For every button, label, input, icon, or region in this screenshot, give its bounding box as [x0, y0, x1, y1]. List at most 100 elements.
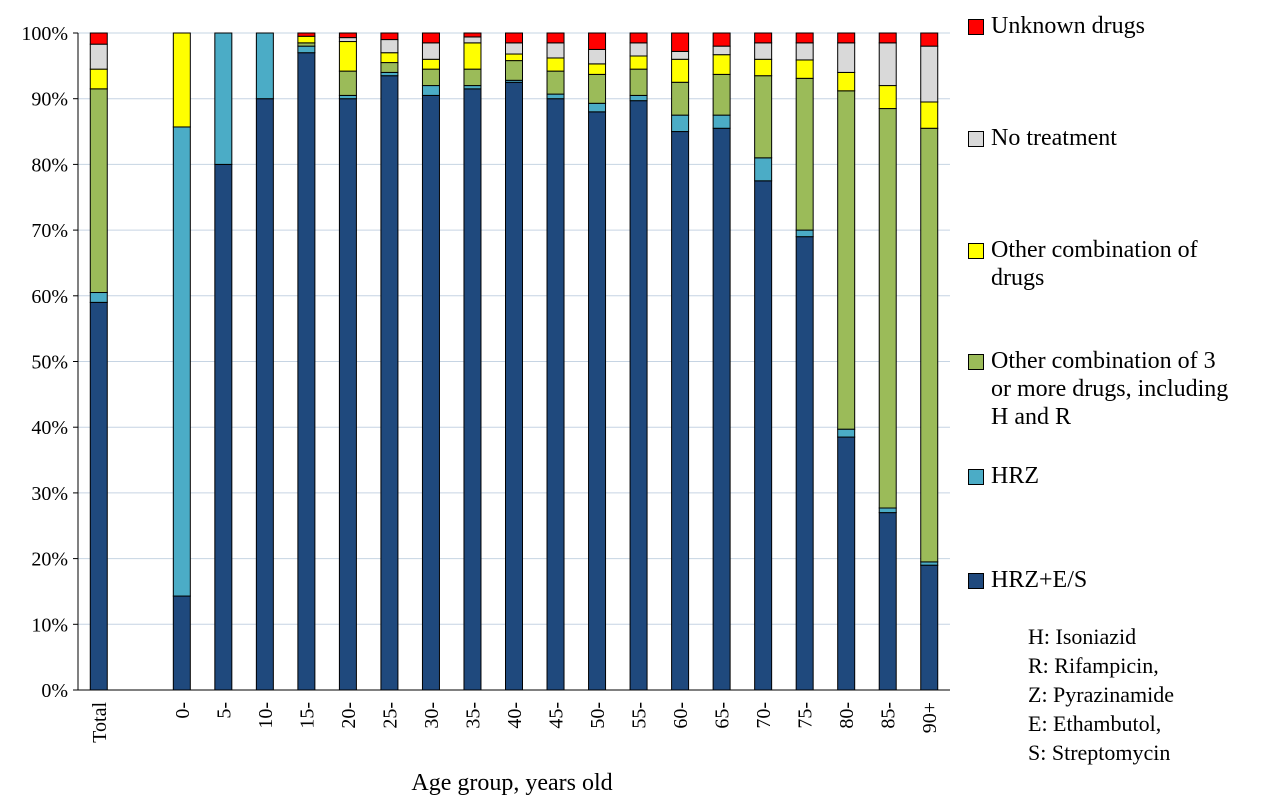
bar-segment — [712, 45, 731, 56]
bar-segment — [338, 98, 357, 691]
x-tick-label: 20- — [338, 702, 360, 729]
x-tick-label: 5- — [213, 702, 235, 719]
bar-segment — [172, 32, 191, 128]
bar-segment — [754, 180, 773, 691]
x-tick-label: 15- — [296, 702, 318, 729]
legend-swatch — [968, 243, 984, 259]
bar-segment — [878, 507, 897, 514]
x-tick-label: 80- — [836, 702, 858, 729]
x-axis-title: Age group, years old — [411, 770, 612, 796]
x-tick-label: 55- — [629, 702, 651, 729]
bar-segment — [795, 32, 814, 44]
bar-segment — [920, 45, 939, 103]
bar-segment — [588, 102, 607, 113]
bar-segment — [671, 50, 690, 60]
x-tick-label: 10- — [255, 702, 277, 729]
bar-segment — [255, 32, 274, 100]
bar-segment — [421, 94, 440, 691]
abbreviation-note: E: Ethambutol, — [1028, 711, 1162, 736]
bar-segment — [878, 512, 897, 691]
bar-segment — [754, 75, 773, 159]
bar-segment — [712, 127, 731, 691]
bar-segment — [712, 32, 731, 47]
bar-segment — [546, 93, 565, 100]
legend-swatch — [968, 19, 984, 35]
bar-segment — [878, 32, 897, 44]
y-tick-label: 90% — [31, 89, 68, 111]
x-tick-label: 25- — [379, 702, 401, 729]
bar-segment — [837, 32, 856, 44]
bar-segment — [89, 88, 108, 294]
bar-segment — [671, 81, 690, 116]
bar-segment — [629, 68, 648, 96]
bar-segment — [588, 48, 607, 65]
y-tick-label: 0% — [41, 680, 68, 702]
bar-segment — [380, 62, 399, 73]
bar-segment — [754, 42, 773, 60]
bar-segment — [505, 81, 523, 691]
bar-segment — [837, 436, 856, 691]
x-tick-label: 75- — [795, 702, 817, 729]
x-tick-label: 85- — [878, 702, 900, 729]
bar-segment — [837, 90, 856, 430]
y-tick-label: 60% — [31, 286, 68, 308]
bar-segment — [878, 42, 897, 87]
bar-segment — [795, 42, 814, 61]
x-tick-label: 40- — [504, 702, 526, 729]
bar-segment — [754, 58, 773, 77]
y-tick-label: 80% — [31, 154, 68, 176]
bar-segment — [214, 32, 233, 165]
bar-segment — [505, 60, 523, 81]
bar-segment — [463, 32, 482, 38]
legend-item: HRZ — [968, 462, 1039, 490]
bar-segment — [878, 85, 897, 110]
bar-segment — [920, 564, 939, 691]
bar-segment — [588, 111, 607, 691]
x-tick-label: 60- — [670, 702, 692, 729]
bar-segment — [546, 42, 565, 59]
bar-segment — [421, 42, 440, 60]
y-tick-label: 70% — [31, 220, 68, 242]
bar-segment — [546, 32, 565, 44]
y-tick-label: 100% — [21, 23, 68, 45]
bar-segment — [629, 100, 648, 691]
bar-segment — [255, 98, 274, 691]
bar-segment — [920, 32, 939, 47]
bar-segment — [297, 35, 316, 44]
bar-segment — [671, 58, 690, 83]
bar-segment — [795, 236, 814, 691]
y-tick-label: 10% — [31, 614, 68, 636]
bar-segment — [421, 68, 440, 87]
legend-item: Unknown drugs — [968, 12, 1145, 40]
legend-item: No treatment — [968, 124, 1117, 152]
bar-segment — [878, 108, 897, 509]
bar-segment — [588, 73, 607, 104]
legend-label: HRZ+E/S — [991, 567, 1088, 593]
bar-segment — [421, 85, 440, 96]
bar-segment — [546, 98, 565, 691]
bar-segment — [297, 32, 316, 37]
bar-segment — [629, 42, 648, 57]
x-tick-label: 30- — [421, 702, 443, 729]
legend-swatch — [968, 131, 984, 147]
bar-segment — [89, 292, 108, 303]
x-tick-label: 65- — [712, 702, 734, 729]
legend-item: Other combination of drugs — [968, 236, 1198, 292]
legend-label: Other combination of drugs — [991, 237, 1198, 291]
bar-segment — [297, 45, 316, 54]
bar-segment — [380, 52, 399, 64]
bar-segment — [588, 63, 607, 75]
bars — [89, 32, 939, 691]
legend-label: No treatment — [991, 125, 1117, 151]
bar-segment — [920, 101, 939, 129]
legend-swatch — [968, 354, 984, 370]
bar-segment — [754, 32, 773, 44]
y-tick-label: 50% — [31, 352, 68, 374]
bar-segment — [463, 88, 482, 691]
bar-segment — [629, 32, 648, 44]
abbreviation-note: Z: Pyrazinamide — [1028, 682, 1175, 707]
bar-segment — [795, 229, 814, 238]
bar-segment — [505, 53, 523, 62]
x-tick-label: 35- — [462, 702, 484, 729]
